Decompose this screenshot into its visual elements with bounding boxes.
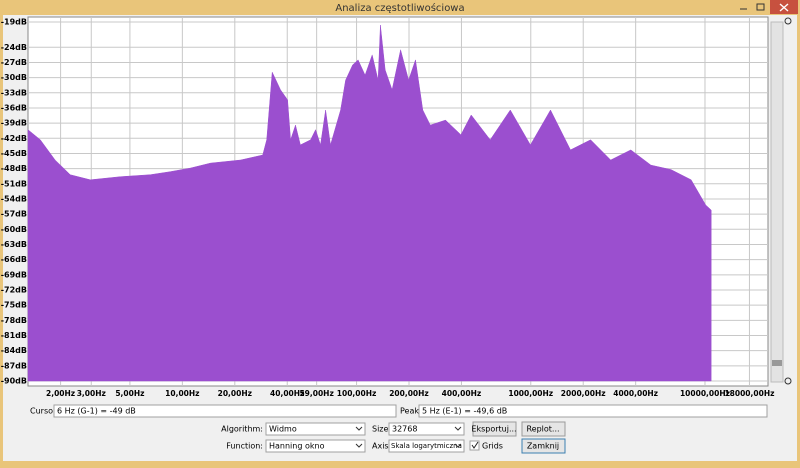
algorithm-value: Widmo — [269, 425, 297, 434]
y-tick-label: -30dB — [1, 73, 27, 82]
replot-label: Replot... — [526, 425, 559, 434]
y-tick-label: -51dB — [1, 179, 27, 188]
x-tick-label: 20,00Hz — [218, 389, 252, 398]
y-tick-label: -60dB — [1, 225, 27, 234]
dropdown-arrow — [355, 443, 363, 448]
export-button[interactable] — [472, 421, 517, 437]
size-value: 32768 — [392, 425, 417, 434]
close-icon — [779, 3, 789, 12]
dropdown-arrow — [355, 426, 363, 431]
y-tick-label: -81dB — [1, 331, 27, 340]
plot: -19dB -24dB -27dB -30dB -33dB -36dB -39dB -42dB… — [1, 17, 774, 398]
axis-label: Axis: — [372, 442, 391, 451]
grids-label: Grids — [482, 442, 503, 451]
axis-select[interactable] — [388, 439, 465, 453]
cursor-field — [53, 404, 397, 418]
y-tick-label: -57dB — [1, 210, 27, 219]
y-tick-label: -72dB — [1, 285, 27, 294]
y-tick-label: -78dB — [1, 316, 27, 325]
x-tick-label: 2,00Hz — [46, 389, 75, 398]
y-tick-label: -69dB — [1, 270, 27, 279]
y-tick-label: -90dB — [1, 377, 27, 386]
x-tick-label: 1000,00Hz — [508, 389, 553, 398]
x-tick-label: 200,00Hz — [389, 389, 429, 398]
zoom-thumb[interactable] — [772, 360, 782, 366]
size-select[interactable] — [388, 422, 465, 436]
y-tick-label: -84dB — [1, 346, 27, 355]
replot-button[interactable] — [521, 421, 566, 437]
export-label: Eksportuj... — [471, 425, 516, 434]
x-tick-label: 59,00Hz — [299, 389, 333, 398]
close-dialog-button[interactable] — [521, 438, 566, 454]
cursor-label: Cursor: — [30, 407, 59, 416]
x-tick-label: 4000,00Hz — [613, 389, 658, 398]
zoom-in-icon[interactable] — [784, 17, 792, 25]
y-tick-label: -39dB — [1, 119, 27, 128]
peak-label: Peak: — [400, 407, 422, 416]
y-tick-label: -19dB — [1, 18, 27, 27]
x-tick-label: 40,00Hz — [270, 389, 304, 398]
y-tick-label: -27dB — [1, 58, 27, 67]
function-value: Hanning okno — [269, 442, 325, 451]
size-label: Size: — [372, 425, 391, 434]
y-tick-label: -42dB — [1, 134, 27, 143]
function-select[interactable] — [265, 439, 366, 453]
close-dialog-label: Zamknij — [527, 442, 559, 451]
dropdown-arrow — [454, 426, 462, 431]
x-tick-label: 100,00Hz — [337, 389, 377, 398]
function-label: Function: — [226, 442, 263, 451]
y-tick-label: -54dB — [1, 194, 27, 203]
algorithm-label: Algorithm: — [221, 425, 263, 434]
check-mark — [471, 441, 479, 449]
peak-value: 5 Hz (E-1) = -49,6 dB — [422, 407, 507, 416]
zoom-out-icon[interactable] — [784, 377, 792, 385]
x-tick-label: 5,00Hz — [115, 389, 144, 398]
y-tick-label: -24dB — [1, 43, 27, 52]
axis-value: Skala logarytmiczna — [391, 442, 462, 450]
x-tick-label: 3,00Hz — [77, 389, 106, 398]
y-tick-label: -87dB — [1, 361, 27, 370]
dropdown-arrow — [454, 443, 462, 448]
y-tick-label: -48dB — [1, 164, 27, 173]
peak-field — [418, 404, 768, 418]
window-title: Analiza częstotliwościowa — [335, 2, 464, 14]
zoom-slider[interactable] — [770, 21, 784, 383]
spectrum-area — [27, 24, 712, 382]
y-tick-label: -66dB — [1, 255, 27, 264]
cursor-value: 6 Hz (G-1) = -49 dB — [57, 407, 136, 416]
y-tick-label: -63dB — [1, 240, 27, 249]
window-buttons[interactable] — [740, 0, 798, 14]
y-tick-label: -33dB — [1, 88, 27, 97]
y-tick-label: -45dB — [1, 149, 27, 158]
y-tick-label: -75dB — [1, 301, 27, 310]
grids-checkbox[interactable] — [469, 440, 480, 451]
x-tick-label: 18000,00Hz — [724, 389, 774, 398]
y-tick-label: -36dB — [1, 103, 27, 112]
x-tick-label: 10000,00Hz — [680, 389, 730, 398]
x-tick-label: 400,00Hz — [442, 389, 482, 398]
x-tick-label: 2000,00Hz — [561, 389, 606, 398]
algorithm-select[interactable] — [265, 422, 366, 436]
x-tick-label: 10,00Hz — [165, 389, 199, 398]
restore[interactable] — [756, 3, 765, 11]
